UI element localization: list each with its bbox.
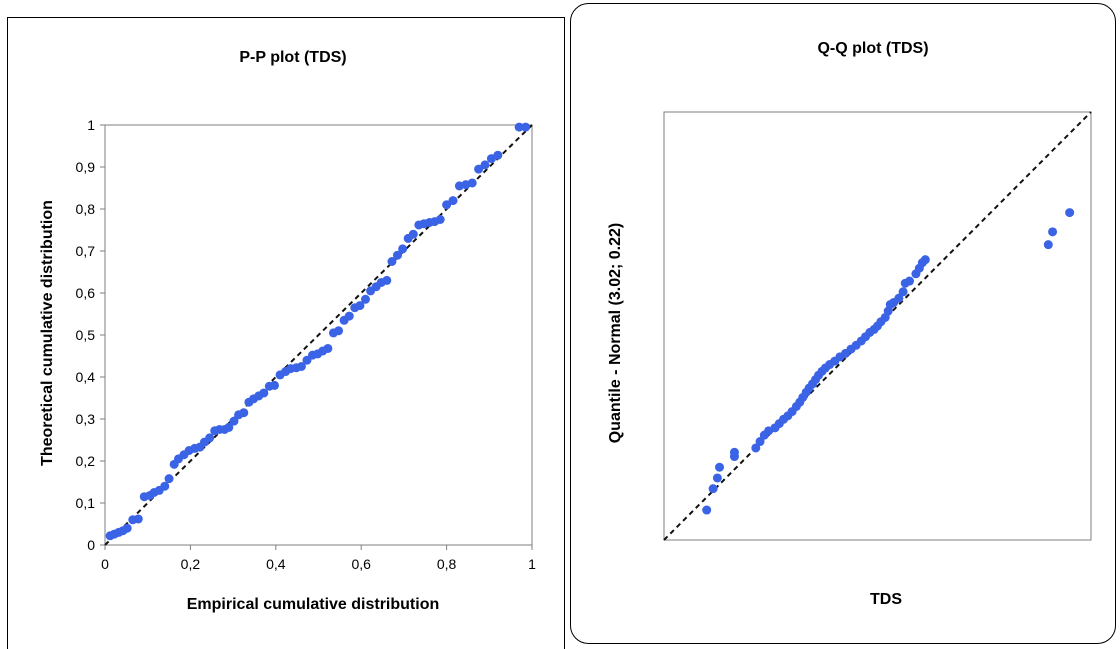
qq-data-point: [1065, 208, 1075, 218]
pp-data-point: [164, 474, 174, 484]
pp-data-point: [355, 301, 365, 311]
pp-y-tick-label: 0,7: [76, 243, 96, 259]
pp-data-point: [323, 343, 333, 353]
pp-data-point: [514, 122, 524, 132]
pp-data-point: [493, 150, 503, 160]
pp-y-axis-label: Theoretical cumulative distribution: [39, 200, 56, 466]
pp-data-point: [521, 122, 531, 132]
pp-data-point: [259, 388, 269, 398]
pp-plot: P-P plot (TDS) 0 0,2 0,4 0,6 0,8 1 0 0,1 0,2 0,3…: [39, 49, 536, 613]
pp-data-point: [239, 408, 249, 418]
pp-data-point: [435, 215, 445, 224]
pp-data-point: [398, 244, 408, 254]
qq-plot-area: [663, 111, 1092, 541]
pp-y-tick-label: 1: [87, 117, 95, 133]
pp-panel-frame: [7, 17, 565, 649]
pp-x-tick-label: 0: [101, 556, 109, 572]
pp-data-point: [205, 433, 215, 443]
pp-data-point: [229, 416, 239, 426]
qq-data-point: [894, 293, 904, 303]
pp-y-tick-label: 0: [87, 537, 95, 553]
pp-data-point: [448, 196, 458, 206]
pp-data-point: [480, 160, 490, 170]
qq-points: [702, 208, 1075, 515]
pp-data-point: [474, 164, 484, 174]
pp-x-axis: 0 0,2 0,4 0,6 0,8 1: [101, 545, 536, 572]
qq-data-point: [715, 462, 725, 472]
qq-data-point: [905, 276, 915, 286]
pp-x-tick-label: 0,4: [266, 556, 286, 572]
pp-data-point: [334, 326, 344, 336]
pp-y-tick-label: 0,2: [76, 453, 96, 469]
pp-reference-line: [104, 124, 533, 546]
qq-data-point: [898, 287, 908, 297]
qq-reference-line: [663, 111, 1092, 541]
qq-data-point: [702, 505, 712, 515]
qq-data-point: [729, 447, 739, 457]
qq-y-axis-label: Quantile - Normal (3.02; 0.22): [607, 223, 624, 444]
pp-data-point: [382, 275, 392, 285]
pp-y-tick-label: 0,6: [76, 285, 96, 301]
pp-y-axis: 0 0,1 0,2 0,3 0,4 0,5 0,6 0,7 0,8 0,9 1: [76, 117, 105, 553]
qq-data-point: [1043, 240, 1053, 250]
pp-x-tick-label: 0,8: [437, 556, 457, 572]
pp-points: [105, 122, 531, 541]
pp-y-tick-label: 0,4: [76, 369, 96, 385]
pp-x-tick-label: 0,6: [351, 556, 371, 572]
pp-y-tick-label: 0,1: [76, 495, 96, 511]
pp-data-point: [467, 178, 477, 188]
pp-data-point: [122, 523, 132, 533]
pp-data-point: [442, 200, 452, 210]
pp-data-point: [133, 514, 143, 524]
pp-data-point: [296, 362, 306, 371]
pp-data-point: [270, 380, 280, 390]
pp-chart-title: P-P plot (TDS): [239, 49, 346, 66]
pp-data-point: [224, 422, 234, 432]
qq-chart-title: Q-Q plot (TDS): [817, 40, 928, 57]
pp-x-axis-label: Empirical cumulative distribution: [187, 596, 440, 613]
qq-panel-frame: [570, 3, 1116, 644]
pp-data-point: [408, 229, 418, 239]
pp-y-tick-label: 0,5: [76, 327, 96, 343]
pp-x-tick-label: 0,2: [181, 556, 201, 572]
pp-x-tick-label: 1: [528, 556, 536, 572]
pp-data-point: [160, 481, 170, 491]
pp-y-tick-label: 0,8: [76, 201, 96, 217]
qq-data-point: [712, 473, 722, 483]
qq-data-point: [751, 443, 761, 453]
qq-data-point: [920, 255, 930, 265]
qq-x-axis-label: TDS: [870, 591, 902, 608]
pp-data-point: [360, 294, 370, 304]
qq-data-point: [1048, 227, 1058, 237]
qq-data-point: [708, 484, 718, 494]
qq-plot: Q-Q plot (TDS) TDS Quantile - Normal (3.…: [607, 40, 1092, 608]
pp-data-point: [344, 311, 354, 321]
qq-data-point: [755, 437, 765, 447]
pp-y-tick-label: 0,3: [76, 411, 96, 427]
pp-data-point: [392, 250, 402, 260]
pp-y-tick-label: 0,9: [76, 159, 96, 175]
pp-data-point: [387, 257, 397, 266]
